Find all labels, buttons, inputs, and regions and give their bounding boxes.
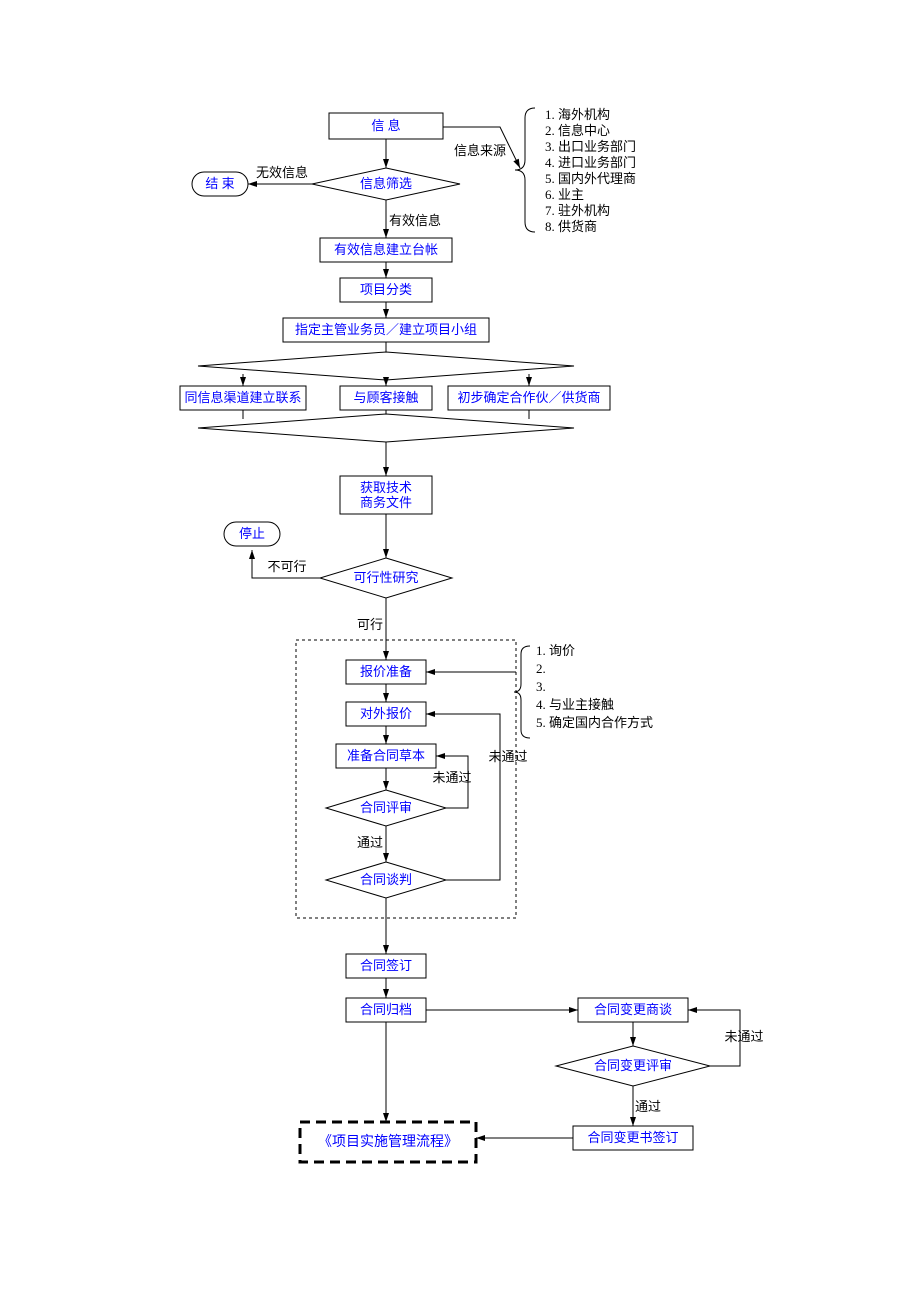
label-pass-review: 通过: [357, 835, 383, 850]
node-channel-label: 同信息渠道建立联系: [184, 390, 301, 405]
node-docs-label1: 获取技术: [360, 480, 412, 495]
brace-prep: [514, 646, 530, 738]
prep-item-4: 5. 确定国内合作方式: [536, 715, 653, 730]
node-draft-label: 准备合同草本: [347, 748, 425, 763]
prep-item-2: 3.: [536, 679, 546, 694]
label-source: 信息来源: [454, 143, 506, 158]
brace-source: [515, 108, 535, 232]
source-item-0: 1. 海外机构: [545, 107, 610, 122]
label-invalid: 无效信息: [256, 165, 308, 180]
node-review-label: 合同评审: [360, 800, 412, 815]
node-info-label: 信 息: [371, 118, 400, 133]
label-pass-crev: 通过: [635, 1099, 661, 1114]
node-customer-label: 与顾客接触: [353, 390, 418, 405]
node-filter-label: 信息筛选: [360, 176, 412, 191]
edge-neg-fail: [426, 714, 500, 880]
node-quote-out-label: 对外报价: [360, 706, 412, 721]
fork-top: [198, 352, 574, 380]
node-impl-label: 《项目实施管理流程》: [318, 1134, 458, 1150]
node-docs-label2: 商务文件: [360, 495, 412, 510]
node-ledger-label: 有效信息建立台帐: [334, 242, 438, 257]
label-valid: 有效信息: [389, 213, 441, 228]
source-item-5: 6. 业主: [545, 187, 584, 202]
node-feasibility-label: 可行性研究: [353, 570, 418, 585]
node-quote-prep-label: 报价准备: [360, 664, 412, 679]
source-item-2: 3. 出口业务部门: [545, 139, 636, 154]
source-item-1: 2. 信息中心: [545, 123, 610, 138]
node-change-rev-label: 合同变更评审: [594, 1058, 672, 1073]
source-item-6: 7. 驻外机构: [545, 203, 610, 218]
label-not-pass-crev: 未通过: [724, 1029, 763, 1044]
node-stop-label: 停止: [239, 526, 265, 541]
node-classify-label: 项目分类: [360, 282, 412, 297]
node-archive-label: 合同归档: [360, 1002, 412, 1017]
source-item-3: 4. 进口业务部门: [545, 155, 636, 170]
node-change-sign-label: 合同变更书签订: [587, 1130, 678, 1145]
flowchart: 信 息 信息来源 1. 海外机构 2. 信息中心 3. 出口业务部门 4. 进口…: [0, 0, 920, 1302]
node-change-neg-label: 合同变更商谈: [594, 1002, 672, 1017]
prep-item-1: 2.: [536, 661, 546, 676]
node-negotiate-label: 合同谈判: [360, 872, 412, 887]
source-item-4: 5. 国内外代理商: [545, 171, 636, 186]
prep-item-0: 1. 询价: [536, 643, 575, 658]
node-partner-label: 初步确定合作伙／供货商: [457, 390, 600, 405]
label-feasible: 可行: [357, 617, 383, 632]
merge-bottom: [198, 414, 574, 442]
label-not-pass-neg: 未通过: [488, 749, 527, 764]
source-item-7: 8. 供货商: [545, 219, 597, 234]
node-end-label: 结 束: [205, 176, 234, 191]
prep-item-3: 4. 与业主接触: [536, 697, 614, 712]
node-sign-label: 合同签订: [360, 958, 412, 973]
label-not-pass-review: 未通过: [432, 770, 471, 785]
node-assign-label: 指定主管业务员／建立项目小组: [295, 322, 477, 337]
label-not-feasible: 不可行: [267, 559, 306, 574]
